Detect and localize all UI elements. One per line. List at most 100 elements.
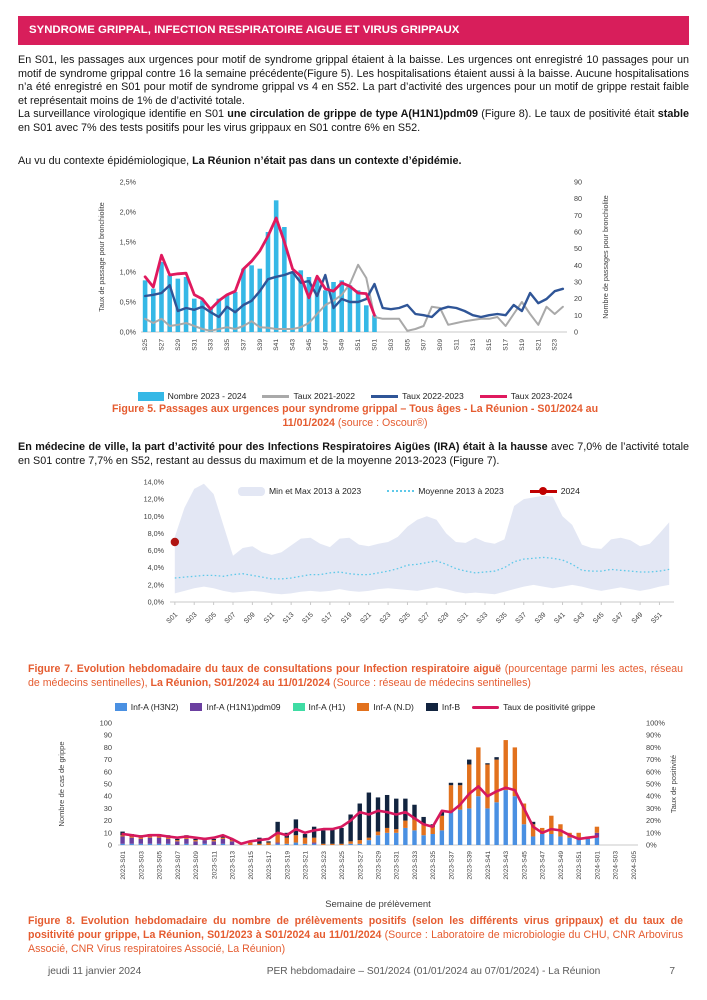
svg-text:S03: S03	[388, 339, 395, 351]
legend-item: Inf-A (H3N2)	[114, 702, 178, 712]
legend-item: Taux de positivité grippe	[472, 702, 595, 712]
svg-text:S03: S03	[185, 611, 199, 625]
svg-text:50%: 50%	[646, 780, 661, 789]
figure5-legend: Nombre 2023 - 2024 Taux 2021-2022 Taux 202…	[95, 391, 615, 401]
page-footer: jeudi 11 janvier 2024 PER hebdomadaire –…	[18, 966, 689, 977]
svg-text:S05: S05	[204, 611, 218, 625]
paragraph-medecine-ville: En médecine de ville, la part d’activité…	[18, 441, 689, 467]
svg-text:2023-S03: 2023-S03	[138, 851, 145, 880]
svg-text:2023-S43: 2023-S43	[503, 851, 510, 880]
legend-label: Min et Max 2013 à 2023	[269, 486, 362, 496]
svg-text:50: 50	[574, 244, 582, 253]
svg-text:10: 10	[104, 828, 112, 837]
svg-text:2023-S49: 2023-S49	[558, 851, 565, 880]
svg-text:S09: S09	[243, 611, 257, 625]
svg-text:4,0%: 4,0%	[148, 563, 165, 572]
figure7-legend: Min et Max 2013 à 2023 Moyenne 2013 à 202…	[238, 486, 580, 496]
svg-text:2023-S31: 2023-S31	[394, 851, 401, 880]
legend-swatch-icon	[238, 486, 265, 496]
svg-text:100: 100	[100, 719, 112, 728]
svg-text:20: 20	[574, 294, 582, 303]
legend-label: Inf-A (H1)	[308, 702, 346, 712]
svg-text:40%: 40%	[646, 792, 661, 801]
svg-text:S17: S17	[321, 611, 335, 625]
svg-text:S51: S51	[650, 611, 664, 625]
svg-text:S27: S27	[158, 339, 165, 351]
svg-text:2023-S45: 2023-S45	[521, 851, 528, 880]
svg-text:2023-S39: 2023-S39	[467, 851, 474, 880]
svg-text:S21: S21	[359, 611, 373, 625]
svg-text:S15: S15	[486, 339, 493, 351]
svg-text:S01: S01	[165, 611, 179, 625]
svg-text:0: 0	[108, 841, 112, 850]
paragraph-contexte: Au vu du contexte épidémiologique, La Ré…	[18, 155, 462, 167]
svg-text:S23: S23	[552, 339, 559, 351]
svg-text:Taux de passage pour bronchiol: Taux de passage pour bronchiolite	[97, 202, 106, 311]
svg-text:1,5%: 1,5%	[120, 238, 137, 247]
svg-text:S37: S37	[240, 339, 247, 351]
svg-text:S47: S47	[611, 611, 625, 625]
legend-label: Moyenne 2013 à 2023	[418, 486, 504, 496]
legend-label: Inf-B	[441, 702, 461, 712]
svg-text:S07: S07	[224, 611, 238, 625]
paragraph-urgences: En S01, les passages aux urgences pour m…	[18, 54, 689, 107]
svg-text:S05: S05	[404, 339, 411, 351]
svg-text:S09: S09	[437, 339, 444, 351]
svg-text:0,0%: 0,0%	[120, 328, 137, 337]
svg-text:S33: S33	[208, 339, 215, 351]
legend-label: Taux 2022-2023	[402, 391, 464, 401]
svg-text:60%: 60%	[646, 767, 661, 776]
svg-text:8,0%: 8,0%	[148, 529, 165, 538]
legend-swatch-icon	[137, 391, 164, 401]
svg-text:2024-S03: 2024-S03	[613, 851, 620, 880]
figure7-chart-area: 0,0% 2,0% 4,0% 6,0% 8,0% 10,0% 12,0% 14,0% S01 S0…	[118, 474, 690, 660]
svg-text:90: 90	[104, 731, 112, 740]
legend-label: 2024	[560, 486, 580, 496]
svg-text:Taux de positivité: Taux de positivité	[669, 755, 678, 813]
svg-text:Semaine de prélèvement: Semaine de prélèvement	[325, 899, 431, 910]
svg-text:2023-S37: 2023-S37	[448, 851, 455, 880]
svg-text:S45: S45	[306, 339, 313, 351]
figure5-caption: Figure 5. Passages aux urgences pour syn…	[111, 403, 599, 429]
svg-text:0: 0	[574, 328, 578, 337]
svg-text:S29: S29	[437, 611, 451, 625]
svg-text:70%: 70%	[646, 755, 661, 764]
svg-text:2023-S27: 2023-S27	[357, 851, 364, 880]
legend-item: 2024	[529, 486, 580, 496]
legend-item: Nombre 2023 - 2024	[137, 391, 246, 401]
svg-text:90: 90	[574, 178, 582, 187]
svg-text:S35: S35	[495, 611, 509, 625]
svg-text:12,0%: 12,0%	[144, 495, 165, 504]
svg-text:6,0%: 6,0%	[148, 546, 165, 555]
legend-swatch-icon	[529, 486, 557, 495]
figure5-chart: 0,0% 0,5% 1,0% 1,5% 2,0% 2,5% 0 10 20 30 40 50 60 70 8…	[97, 178, 610, 351]
legend-item: Taux 2022-2023	[371, 391, 464, 401]
figure8-caption: Figure 8. Evolution hebdomadaire du nomb…	[28, 915, 683, 955]
svg-text:30: 30	[574, 278, 582, 287]
footer-page-number: 7	[669, 966, 675, 977]
svg-text:2023-S35: 2023-S35	[430, 851, 437, 880]
figure8-legend: Inf-A (H3N2) Inf-A (H1N1)pdm09 Inf-A (H1) I…	[60, 702, 650, 712]
svg-text:S39: S39	[534, 611, 548, 625]
legend-swatch-icon	[357, 703, 370, 711]
svg-text:2023-S15: 2023-S15	[248, 851, 255, 880]
svg-text:1,0%: 1,0%	[120, 268, 137, 277]
svg-text:2,5%: 2,5%	[120, 178, 137, 187]
legend-swatch-icon	[262, 394, 290, 398]
svg-text:2023-S09: 2023-S09	[193, 851, 200, 880]
svg-text:30: 30	[104, 804, 112, 813]
svg-text:2023-S17: 2023-S17	[266, 851, 273, 880]
legend-item: Taux 2023-2024	[479, 391, 572, 401]
svg-text:0,5%: 0,5%	[120, 298, 137, 307]
svg-text:2,0%: 2,0%	[148, 580, 165, 589]
svg-text:80%: 80%	[646, 743, 661, 752]
svg-text:S15: S15	[301, 611, 315, 625]
legend-swatch-icon	[479, 394, 507, 398]
svg-text:S37: S37	[514, 611, 528, 625]
svg-text:S27: S27	[417, 611, 431, 625]
svg-text:S31: S31	[191, 339, 198, 351]
svg-text:20: 20	[104, 816, 112, 825]
svg-text:S13: S13	[282, 611, 296, 625]
svg-text:0,0%: 0,0%	[148, 598, 165, 607]
paragraph-virologie: La surveillance virologique identifie en…	[18, 108, 690, 134]
